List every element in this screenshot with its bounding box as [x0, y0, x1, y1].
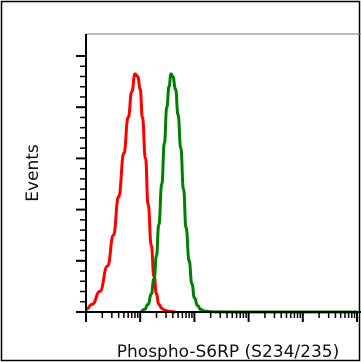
- y-axis-label: Events: [23, 144, 43, 202]
- x-axis-label: Phospho-S6RP (S234/235): [117, 342, 339, 362]
- histogram-line-1: [85, 72, 176, 314]
- histogram-line-2: [139, 72, 357, 314]
- series-layer: [85, 72, 357, 314]
- ticks-layer: [76, 55, 358, 322]
